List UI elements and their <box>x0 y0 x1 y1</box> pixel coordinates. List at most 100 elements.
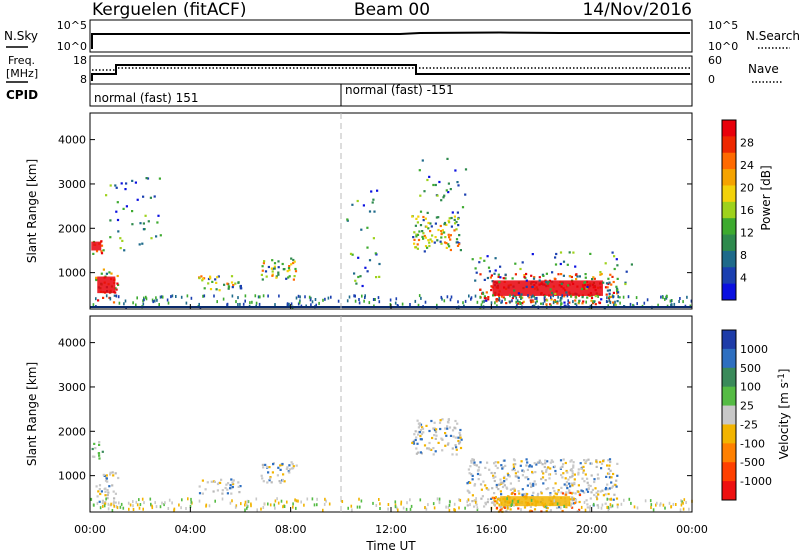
ground-scatter-cell <box>480 303 483 307</box>
data-cell <box>530 465 533 468</box>
data-cell <box>157 214 160 217</box>
ground-scatter-cell <box>387 507 389 511</box>
data-cell <box>424 236 427 239</box>
data-cell <box>416 442 419 445</box>
data-cell <box>610 481 613 484</box>
data-cell <box>447 191 450 194</box>
data-cell <box>479 273 482 276</box>
data-cell <box>586 481 589 484</box>
ground-scatter-cell <box>300 500 302 504</box>
data-cell <box>499 490 502 493</box>
data-cell <box>421 230 424 233</box>
ground-scatter-cell <box>152 300 154 304</box>
data-cell <box>568 489 571 492</box>
data-cell <box>364 266 367 269</box>
data-cell <box>539 461 543 464</box>
ground-scatter-cell <box>93 503 95 507</box>
ground-scatter-cell <box>469 503 471 507</box>
data-cell <box>360 228 363 231</box>
data-cell <box>416 243 419 246</box>
data-cell <box>532 277 536 280</box>
ground-scatter-cell <box>269 503 272 507</box>
data-cell <box>435 434 438 437</box>
data-cell <box>434 236 437 239</box>
data-cell <box>449 188 452 191</box>
ground-scatter-cell <box>608 298 611 302</box>
data-cell <box>226 492 229 495</box>
data-cell <box>430 419 433 423</box>
ground-scatter-cell <box>544 502 546 506</box>
data-cell <box>447 233 450 236</box>
ground-scatter-cell <box>500 501 503 505</box>
ground-scatter-cell <box>251 300 253 304</box>
ground-scatter-cell <box>161 501 163 505</box>
ground-scatter-cell <box>597 505 600 509</box>
ground-scatter-cell <box>611 504 614 508</box>
data-cell <box>572 497 575 500</box>
data-cell <box>502 277 505 280</box>
ground-scatter-cell <box>532 294 534 298</box>
data-cell <box>526 468 529 471</box>
data-cell <box>288 464 291 467</box>
data-cell <box>605 293 608 296</box>
ground-scatter-cell <box>409 303 411 306</box>
data-cell <box>562 260 566 263</box>
data-cell <box>616 462 619 465</box>
ground-scatter-cell <box>92 303 95 307</box>
data-cell <box>419 224 423 227</box>
data-cell <box>443 231 446 234</box>
data-cell <box>481 495 484 498</box>
data-cell <box>553 465 556 468</box>
colorbar-swatch <box>722 367 736 388</box>
data-cell <box>207 282 210 285</box>
data-cell <box>419 194 422 197</box>
ground-scatter-cell <box>132 504 134 508</box>
data-cell <box>521 469 524 472</box>
data-cell <box>587 484 590 487</box>
data-cell <box>209 275 212 278</box>
data-cell <box>437 228 440 232</box>
ground-scatter-cell <box>660 295 662 299</box>
data-cell <box>422 237 425 240</box>
data-cell <box>201 479 204 482</box>
data-cell <box>455 220 458 224</box>
data-cell <box>447 418 450 421</box>
data-cell <box>262 480 265 483</box>
ground-scatter-cell <box>315 303 317 307</box>
data-cell <box>573 483 576 486</box>
ground-scatter-cell <box>105 497 107 501</box>
data-cell <box>594 487 597 490</box>
ground-scatter-cell <box>494 301 496 305</box>
data-cell <box>480 497 483 500</box>
data-cell <box>554 469 557 473</box>
data-cell <box>264 270 268 273</box>
data-cell <box>275 276 278 279</box>
ground-scatter-cell <box>235 300 237 304</box>
ground-scatter-cell <box>659 503 661 507</box>
data-cell <box>497 461 500 464</box>
data-cell <box>596 504 599 507</box>
data-cell <box>594 303 597 306</box>
data-cell <box>111 484 114 487</box>
data-cell <box>418 230 421 233</box>
data-cell <box>547 466 550 469</box>
data-cell <box>144 214 147 217</box>
ground-scatter-cell <box>494 503 496 507</box>
data-cell <box>608 464 611 467</box>
ground-scatter-cell <box>657 303 659 307</box>
y-tick-label: 4000 <box>58 134 86 147</box>
ground-scatter-cell <box>313 503 316 507</box>
ground-scatter-cell <box>550 295 552 299</box>
data-cell <box>596 473 599 476</box>
data-cell <box>589 462 592 465</box>
data-cell <box>97 490 100 493</box>
ground-scatter-cell <box>665 294 668 298</box>
ground-scatter-cell <box>453 502 456 506</box>
ground-scatter-cell <box>534 301 537 305</box>
data-cell <box>429 222 432 225</box>
ground-scatter-cell <box>606 497 609 501</box>
data-cell <box>372 198 375 201</box>
ground-scatter-cell <box>671 303 673 307</box>
data-cell <box>277 260 280 263</box>
data-cell <box>550 459 553 462</box>
